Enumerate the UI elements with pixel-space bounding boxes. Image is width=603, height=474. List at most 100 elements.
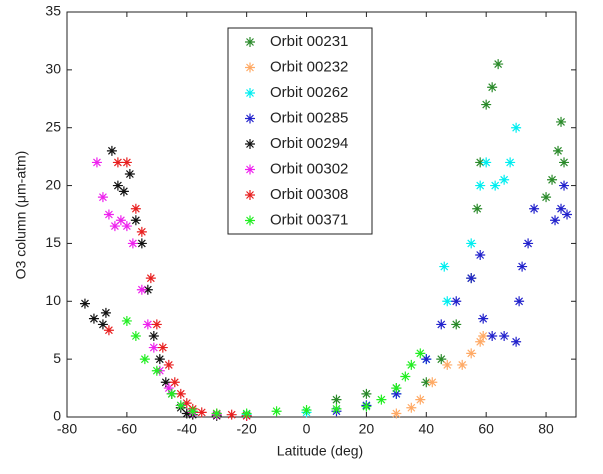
data-point — [187, 406, 198, 417]
data-point — [136, 284, 147, 295]
data-point — [331, 394, 342, 405]
data-point — [88, 313, 99, 324]
data-point — [301, 405, 312, 416]
data-point — [148, 342, 159, 353]
legend-label: Orbit 00262 — [270, 84, 348, 101]
data-point — [196, 407, 207, 418]
data-point — [121, 315, 132, 326]
legend-marker — [245, 190, 255, 200]
data-point — [118, 186, 129, 197]
x-tick-label: -80 — [57, 421, 77, 437]
data-point — [442, 296, 453, 307]
legend-marker — [245, 215, 255, 226]
legend-marker — [245, 62, 255, 73]
data-point — [157, 342, 168, 353]
data-point — [436, 319, 447, 330]
data-point — [151, 365, 162, 376]
data-point — [391, 388, 402, 399]
data-point — [451, 319, 462, 330]
data-point — [112, 157, 123, 168]
data-point — [559, 180, 570, 191]
data-point — [103, 209, 114, 220]
data-point — [163, 359, 174, 370]
data-point — [97, 319, 108, 330]
data-point — [142, 319, 153, 330]
data-point — [112, 180, 123, 191]
x-tick-label: -20 — [237, 421, 257, 437]
data-point — [523, 238, 534, 249]
data-point — [361, 401, 372, 412]
data-point — [547, 174, 558, 185]
data-point — [481, 99, 492, 110]
data-point — [490, 180, 501, 191]
data-point — [169, 377, 180, 388]
data-point — [100, 307, 111, 318]
data-point — [91, 157, 102, 168]
data-point — [478, 313, 489, 324]
x-axis-label: Latitude (deg) — [277, 443, 363, 459]
data-point — [556, 203, 567, 214]
data-point — [121, 221, 132, 232]
data-point — [130, 203, 141, 214]
data-point — [376, 394, 387, 405]
data-point — [103, 325, 114, 336]
y-tick-label: 15 — [45, 234, 61, 250]
data-point — [553, 145, 564, 156]
data-point — [511, 336, 522, 347]
data-point — [442, 359, 453, 370]
legend-marker — [245, 139, 255, 149]
data-point — [136, 226, 147, 237]
data-point — [505, 157, 516, 168]
data-point — [136, 238, 147, 249]
data-point — [475, 250, 486, 260]
data-point — [436, 354, 447, 365]
data-point — [175, 388, 186, 399]
data-point — [439, 261, 450, 272]
data-point — [391, 383, 402, 394]
data-point — [181, 398, 192, 409]
data-point — [181, 408, 192, 419]
data-point — [475, 180, 486, 191]
data-point — [481, 157, 492, 168]
data-point — [211, 408, 222, 419]
y-tick-label: 25 — [45, 118, 61, 134]
data-point — [517, 261, 528, 272]
data-point — [400, 371, 411, 382]
data-point — [109, 221, 120, 232]
x-tick-label: 40 — [419, 421, 435, 437]
y-tick-label: 35 — [45, 3, 61, 19]
data-point — [421, 354, 432, 365]
data-point — [121, 157, 132, 168]
data-point — [529, 203, 540, 214]
legend-label: Orbit 00285 — [270, 109, 348, 126]
data-point — [139, 354, 150, 365]
legend-box — [227, 27, 373, 235]
data-point — [475, 336, 486, 347]
legend: Orbit 00231 Orbit 00232 Orbit 00262 Orbit 0… — [227, 27, 373, 235]
y-tick-label: 20 — [45, 176, 61, 192]
data-point — [151, 319, 162, 330]
data-point — [106, 145, 117, 156]
data-point — [160, 377, 171, 388]
legend-label: Orbit 00308 — [270, 186, 348, 203]
data-point — [550, 215, 561, 226]
data-point — [415, 394, 426, 405]
data-point — [475, 157, 486, 168]
legend-label: Orbit 00371 — [270, 211, 348, 228]
data-point — [391, 408, 402, 419]
legend-marker — [245, 164, 255, 175]
data-point — [562, 209, 573, 220]
data-point — [493, 59, 504, 70]
data-point — [175, 400, 186, 411]
legend-marker — [245, 113, 255, 124]
data-point — [541, 192, 552, 203]
legend-label: Orbit 00232 — [270, 58, 348, 75]
x-tick-label: 80 — [538, 421, 554, 437]
x-tick-label: 0 — [303, 421, 311, 437]
data-point — [79, 298, 90, 309]
data-point — [130, 331, 141, 341]
data-point — [154, 354, 165, 365]
x-tick-label: -60 — [117, 421, 137, 437]
x-tick-label: -40 — [177, 421, 197, 437]
